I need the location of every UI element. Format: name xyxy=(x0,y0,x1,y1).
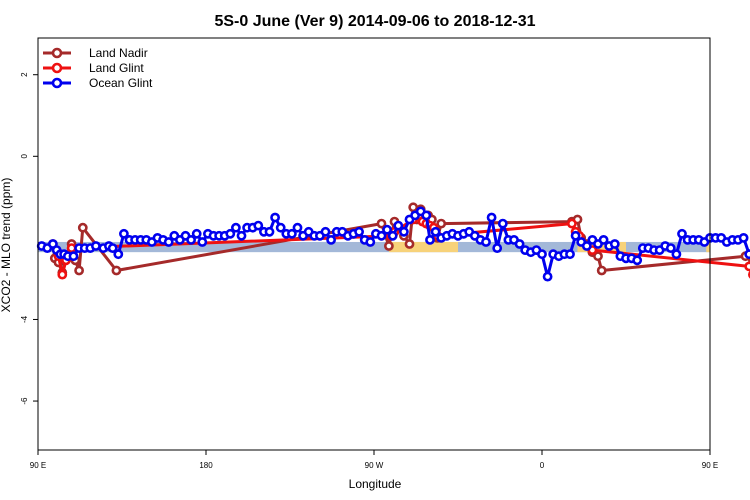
data-point-ocean-glint xyxy=(186,234,196,245)
legend-label: Land Nadir xyxy=(89,46,148,60)
data-point-ocean-glint xyxy=(230,222,241,233)
data-point-ocean-glint xyxy=(425,234,435,245)
data-point-ocean-glint xyxy=(236,230,247,241)
data-point-ocean-glint xyxy=(382,224,392,235)
y-tick-label: 2 xyxy=(20,72,29,77)
data-point-land-nadir xyxy=(404,239,415,249)
data-point-ocean-glint xyxy=(326,234,336,245)
data-point-land-glint xyxy=(567,218,577,229)
x-tick-label: 90 W xyxy=(365,461,384,470)
data-point-land-nadir xyxy=(436,218,447,229)
data-point-ocean-glint xyxy=(113,249,124,260)
x-tick-label: 0 xyxy=(540,461,545,470)
data-point-ocean-glint xyxy=(270,212,280,223)
data-point-ocean-glint xyxy=(665,243,676,253)
x-axis: 90 E 180 90 W 0 90 E xyxy=(30,450,718,470)
data-point-ocean-glint xyxy=(320,226,331,237)
data-point-ocean-glint xyxy=(107,243,118,253)
data-point-land-nadir xyxy=(74,265,84,276)
band-base xyxy=(38,241,710,253)
data-point-ocean-glint xyxy=(570,230,581,241)
data-point-ocean-glint xyxy=(163,237,174,247)
data-point-land-glint xyxy=(744,261,750,272)
legend-label: Land Glint xyxy=(89,61,144,75)
data-point-ocean-glint xyxy=(430,226,441,237)
y-axis: 2 0 -4 -6 xyxy=(20,72,38,405)
y-tick-label: -6 xyxy=(20,397,29,405)
data-point-ocean-glint xyxy=(421,210,432,221)
data-point-ocean-glint xyxy=(376,230,387,241)
data-point-land-nadir xyxy=(383,241,394,251)
data-point-land-nadir xyxy=(111,265,122,276)
data-point-land-nadir xyxy=(596,265,607,276)
data-point-ocean-glint xyxy=(354,226,364,237)
series-layer xyxy=(36,202,750,282)
band-highlight xyxy=(706,241,710,253)
band-highlight xyxy=(388,241,458,253)
data-point-land-nadir xyxy=(376,218,387,229)
data-point-ocean-glint xyxy=(492,243,503,253)
legend-item-land-nadir: Land Nadir xyxy=(43,46,148,60)
legend-label: Ocean Glint xyxy=(89,76,153,90)
data-point-ocean-glint xyxy=(264,226,275,237)
data-point-ocean-glint xyxy=(481,237,491,247)
legend-swatch-marker xyxy=(51,77,63,89)
data-point-ocean-glint xyxy=(738,232,749,243)
data-point-ocean-glint xyxy=(387,230,398,241)
data-point-land-nadir xyxy=(408,202,419,213)
data-point-ocean-glint xyxy=(542,271,553,282)
y-tick-label: 0 xyxy=(20,154,29,159)
data-point-land-nadir xyxy=(77,222,88,233)
data-point-ocean-glint xyxy=(253,220,264,231)
data-point-ocean-glint xyxy=(744,249,750,260)
data-point-land-nadir xyxy=(593,251,603,262)
y-axis-label: XCO2 - MLO trend (ppm) xyxy=(0,178,13,313)
chart-title: 5S-0 June (Ver 9) 2014-09-06 to 2018-12-… xyxy=(214,13,535,30)
data-point-ocean-glint xyxy=(225,228,236,239)
x-axis-label: Longitude xyxy=(349,477,402,491)
data-point-ocean-glint xyxy=(292,222,303,233)
data-point-ocean-glint xyxy=(486,212,497,223)
x-tick-label: 180 xyxy=(199,461,213,470)
data-point-ocean-glint xyxy=(609,239,620,249)
legend-item-ocean-glint: Ocean Glint xyxy=(43,76,153,90)
data-point-ocean-glint xyxy=(581,241,592,251)
legend-item-land-glint: Land Glint xyxy=(43,61,144,75)
x-tick-label: 90 E xyxy=(702,461,718,470)
data-point-ocean-glint xyxy=(286,228,297,239)
data-point-land-glint xyxy=(57,269,68,280)
data-point-ocean-glint xyxy=(365,237,376,247)
data-point-ocean-glint xyxy=(497,218,508,229)
data-point-ocean-glint xyxy=(537,249,547,260)
x-tick-label: 90 E xyxy=(30,461,46,470)
data-point-ocean-glint xyxy=(677,228,687,239)
data-point-ocean-glint xyxy=(398,226,409,237)
data-point-ocean-glint xyxy=(68,251,79,262)
data-point-ocean-glint xyxy=(197,237,208,247)
legend-swatch-marker xyxy=(51,62,63,74)
data-point-ocean-glint xyxy=(275,222,286,233)
data-point-ocean-glint xyxy=(119,228,129,239)
legend-swatch-marker xyxy=(51,47,63,59)
data-point-ocean-glint xyxy=(671,249,682,260)
data-point-ocean-glint xyxy=(598,234,609,245)
data-point-ocean-glint xyxy=(565,249,575,260)
data-point-ocean-glint xyxy=(632,255,643,266)
data-point-ocean-glint xyxy=(191,228,202,239)
data-point-land-glint xyxy=(66,243,77,253)
data-point-ocean-glint xyxy=(393,220,404,231)
series-ocean-glint xyxy=(36,206,750,282)
y-tick-label: -4 xyxy=(20,315,29,323)
data-point-ocean-glint xyxy=(514,239,525,249)
